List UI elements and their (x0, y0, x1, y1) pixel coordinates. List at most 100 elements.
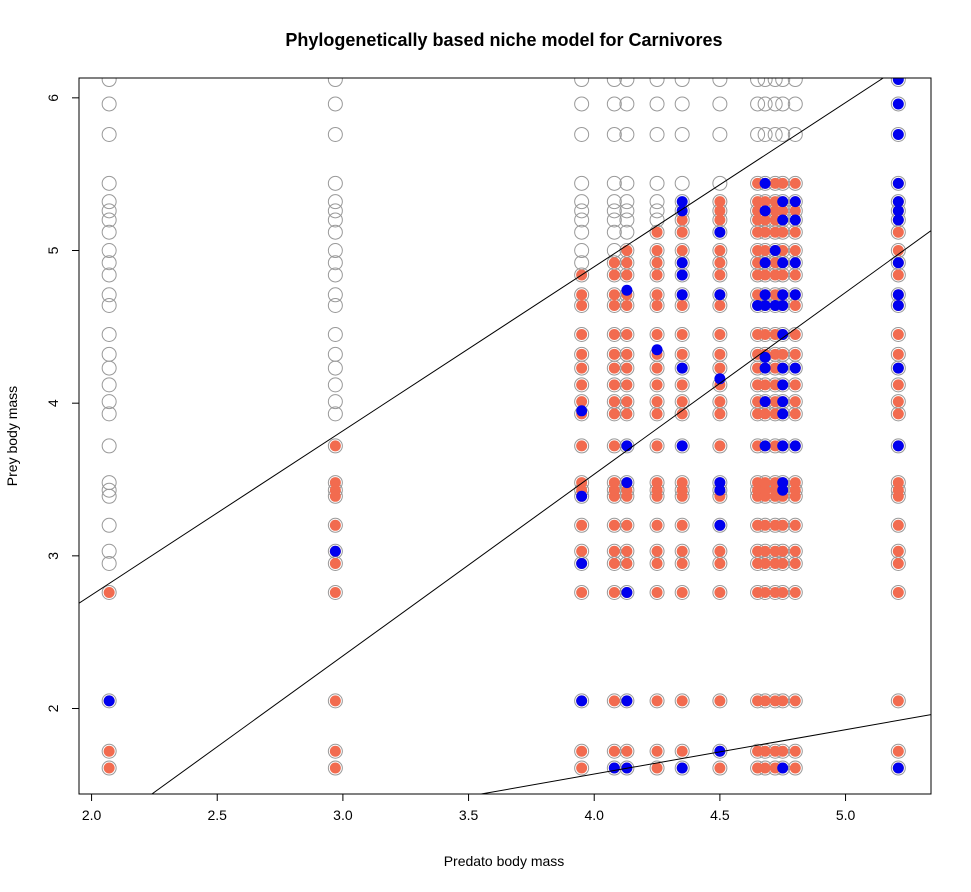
observed-point (759, 362, 771, 374)
observed-point (714, 477, 726, 489)
candidate-point (101, 475, 117, 491)
candidate-point (775, 96, 791, 112)
predicted-point (714, 545, 726, 557)
predicted-point (752, 519, 764, 531)
predicted-point (576, 745, 588, 757)
predicted-point (608, 269, 620, 281)
predicted-point (752, 205, 764, 217)
candidate-point (787, 326, 803, 342)
predicted-point (608, 484, 620, 496)
candidate-point (101, 377, 117, 393)
candidate-point (327, 297, 343, 313)
predicted-point (789, 477, 801, 489)
predicted-point (714, 196, 726, 208)
predicted-point (621, 362, 633, 374)
candidate-point (327, 406, 343, 422)
candidate-point (619, 194, 635, 210)
predicted-point (789, 396, 801, 408)
predicted-point (892, 545, 904, 557)
candidate-point (574, 438, 590, 454)
predicted-point (608, 348, 620, 360)
predicted-point (752, 557, 764, 569)
predicted-point (769, 289, 781, 301)
x-tick-label: 4.5 (710, 807, 730, 823)
predicted-point (789, 299, 801, 311)
predicted-point (714, 257, 726, 269)
predicted-point (752, 745, 764, 757)
candidate-point (606, 126, 622, 142)
observed-point (576, 490, 588, 502)
predicted-point (752, 245, 764, 257)
predicted-point (676, 299, 688, 311)
predicted-point (676, 408, 688, 420)
candidate-point (649, 584, 665, 600)
candidate-point (674, 175, 690, 191)
predicted-point (777, 545, 789, 557)
predicted-point (892, 477, 904, 489)
candidate-point (327, 267, 343, 283)
predicted-point (777, 205, 789, 217)
observed-point (777, 214, 789, 226)
regression-line (481, 714, 931, 794)
y-tick-label: 5 (45, 246, 61, 254)
predicted-point (759, 214, 771, 226)
candidate-point (574, 377, 590, 393)
predicted-point (676, 519, 688, 531)
candidate-point (101, 743, 117, 759)
predicted-point (621, 299, 633, 311)
observed-point (892, 289, 904, 301)
candidate-point (574, 203, 590, 219)
predicted-point (789, 762, 801, 774)
candidate-point (890, 438, 906, 454)
predicted-point (676, 745, 688, 757)
candidate-point (101, 267, 117, 283)
candidate-point (674, 78, 690, 88)
predicted-point (752, 362, 764, 374)
observed-point (621, 586, 633, 598)
candidate-point (619, 96, 635, 112)
candidate-point (574, 126, 590, 142)
predicted-point (892, 396, 904, 408)
candidate-point (649, 517, 665, 533)
candidate-point (327, 517, 343, 533)
observed-point (608, 762, 620, 774)
predicted-point (676, 586, 688, 598)
predicted-point (789, 484, 801, 496)
observed-point (714, 373, 726, 385)
candidate-point (649, 743, 665, 759)
observed-point (676, 440, 688, 452)
predicted-point (769, 362, 781, 374)
candidate-point (619, 760, 635, 776)
candidate-point (327, 175, 343, 191)
predicted-point (676, 328, 688, 340)
candidate-point (101, 212, 117, 228)
predicted-point (752, 545, 764, 557)
candidate-point (767, 96, 783, 112)
candidate-point (712, 346, 728, 362)
predicted-point (576, 289, 588, 301)
predicted-point (759, 379, 771, 391)
observed-point (789, 289, 801, 301)
predicted-point (769, 177, 781, 189)
predicted-point (759, 519, 771, 531)
predicted-point (769, 557, 781, 569)
observed-point (759, 257, 771, 269)
candidate-point (619, 517, 635, 533)
candidate-point (712, 96, 728, 112)
predicted-point (759, 196, 771, 208)
candidate-point (327, 346, 343, 362)
x-tick-label: 5.0 (836, 807, 856, 823)
candidate-point (619, 126, 635, 142)
observed-point (676, 257, 688, 269)
predicted-point (752, 328, 764, 340)
candidate-point (101, 224, 117, 240)
observed-point (892, 205, 904, 217)
predicted-point (576, 299, 588, 311)
predicted-point (777, 269, 789, 281)
x-axis: 2.0 2.5 3.0 3.5 4.0 4.5 5.0 (82, 793, 856, 823)
candidate-point (757, 78, 773, 88)
observed-point (714, 289, 726, 301)
predicted-point (576, 328, 588, 340)
predicted-point (714, 362, 726, 374)
predicted-point (759, 545, 771, 557)
